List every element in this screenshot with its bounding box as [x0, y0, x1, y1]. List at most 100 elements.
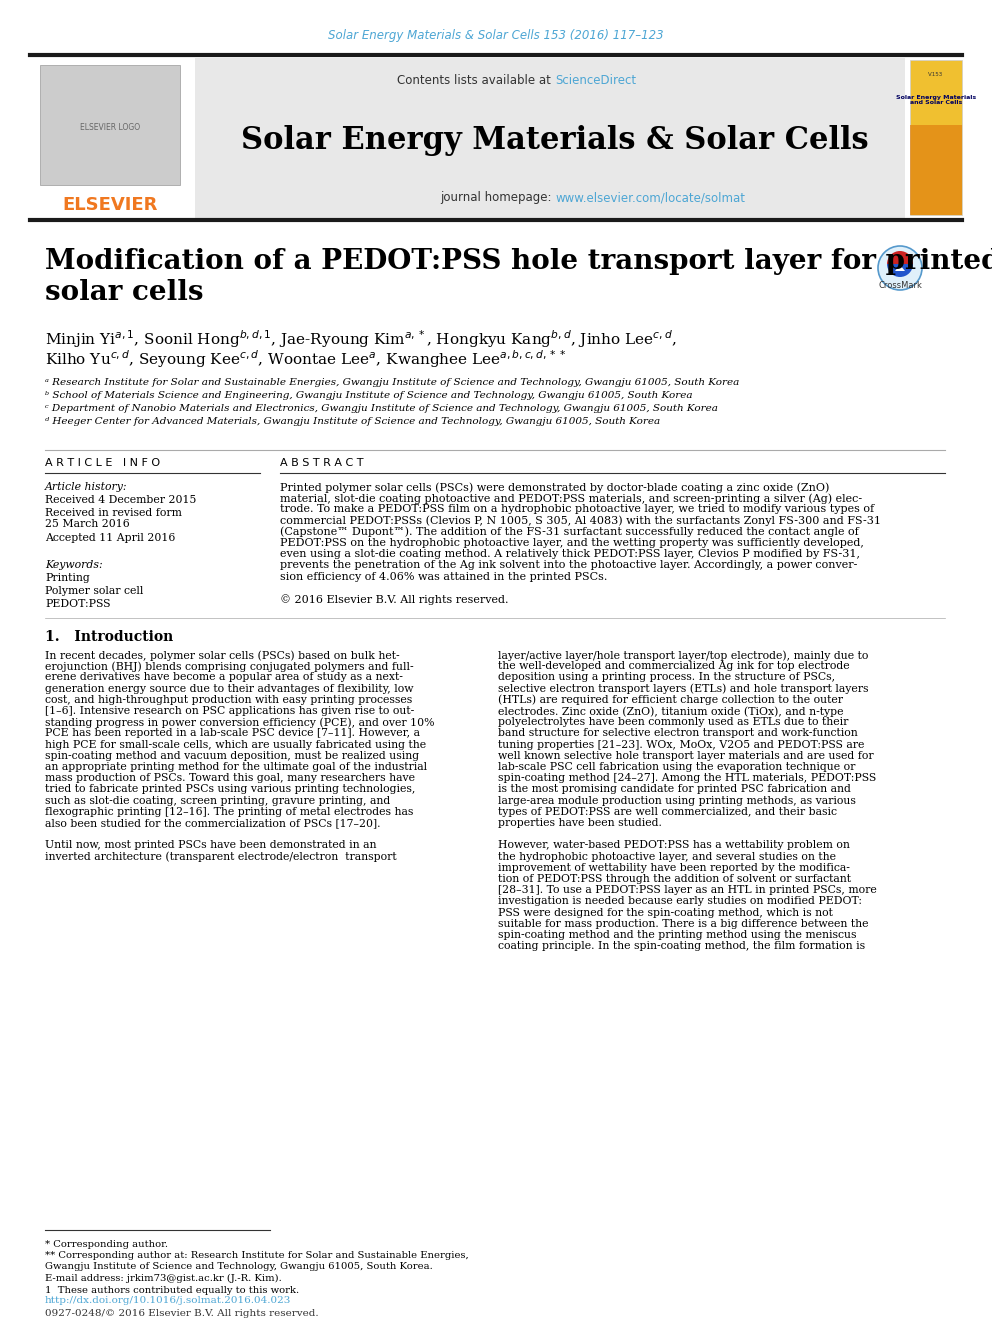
Text: (Capstone™ Dupont™). The addition of the FS-31 surfactant successfully reduced t: (Capstone™ Dupont™). The addition of the… [280, 527, 859, 537]
Bar [910, 124, 962, 216]
Text: commercial PEDOT:PSSs (Clevios P, N 1005, S 305, Al 4083) with the surfactants Z: commercial PEDOT:PSSs (Clevios P, N 1005… [280, 516, 881, 527]
Text: PSS were designed for the spin-coating method, which is not: PSS were designed for the spin-coating m… [498, 908, 833, 918]
Text: Contents lists available at: Contents lists available at [398, 74, 555, 86]
Text: generation energy source due to their advantages of flexibility, low: generation energy source due to their ad… [45, 684, 414, 693]
Text: lab-scale PSC cell fabrication using the evaporation technique or: lab-scale PSC cell fabrication using the… [498, 762, 855, 773]
Text: cost, and high-throughput production with easy printing processes: cost, and high-throughput production wit… [45, 695, 413, 705]
Wedge shape [887, 251, 913, 265]
Text: such as slot-die coating, screen printing, gravure printing, and: such as slot-die coating, screen printin… [45, 795, 390, 806]
Text: Minjin Yi$^{a,1}$, Soonil Hong$^{b,d,1}$, Jae-Ryoung Kim$^{a,*}$, Hongkyu Kang$^: Minjin Yi$^{a,1}$, Soonil Hong$^{b,d,1}$… [45, 328, 677, 349]
Text: 25 March 2016: 25 March 2016 [45, 519, 130, 529]
Text: types of PEDOT:PSS are well commercialized, and their basic: types of PEDOT:PSS are well commercializ… [498, 807, 837, 816]
Text: [28–31]. To use a PEDOT:PSS layer as an HTL in printed PSCs, more: [28–31]. To use a PEDOT:PSS layer as an … [498, 885, 877, 896]
Text: ᵇ School of Materials Science and Engineering, Gwangju Institute of Science and : ᵇ School of Materials Science and Engine… [45, 392, 692, 400]
Text: also been studied for the commercialization of PSCs [17–20].: also been studied for the commercializat… [45, 818, 381, 828]
Text: the well-developed and commercialized Ag ink for top electrode: the well-developed and commercialized Ag… [498, 662, 849, 671]
Text: tried to fabricate printed PSCs using various printing technologies,: tried to fabricate printed PSCs using va… [45, 785, 416, 794]
Text: polyelectrolytes have been commonly used as ETLs due to their: polyelectrolytes have been commonly used… [498, 717, 848, 728]
Text: erene derivatives have become a popular area of study as a next-: erene derivatives have become a popular … [45, 672, 403, 683]
Text: http://dx.doi.org/10.1016/j.solmat.2016.04.023: http://dx.doi.org/10.1016/j.solmat.2016.… [45, 1297, 292, 1304]
Text: investigation is needed because early studies on modified PEDOT:: investigation is needed because early st… [498, 897, 862, 906]
Text: ᵈ Heeger Center for Advanced Materials, Gwangju Institute of Science and Technol: ᵈ Heeger Center for Advanced Materials, … [45, 417, 660, 426]
Text: However, water-based PEDOT:PSS has a wettability problem on: However, water-based PEDOT:PSS has a wet… [498, 840, 850, 851]
Text: ᵃ Research Institute for Solar and Sustainable Energies, Gwangju Institute of Sc: ᵃ Research Institute for Solar and Susta… [45, 378, 739, 388]
Text: A B S T R A C T: A B S T R A C T [280, 458, 363, 468]
Polygon shape [895, 265, 905, 271]
Bar [910, 60, 962, 216]
Text: PEDOT:PSS on the hydrophobic photoactive layer, and the wetting property was suf: PEDOT:PSS on the hydrophobic photoactive… [280, 538, 864, 548]
Text: coating principle. In the spin-coating method, the film formation is: coating principle. In the spin-coating m… [498, 941, 865, 951]
Text: Solar Energy Materials & Solar Cells 153 (2016) 117–123: Solar Energy Materials & Solar Cells 153… [328, 29, 664, 41]
Text: erojunction (BHJ) blends comprising conjugated polymers and full-: erojunction (BHJ) blends comprising conj… [45, 662, 414, 672]
Text: 1  These authors contributed equally to this work.: 1 These authors contributed equally to t… [45, 1286, 300, 1295]
Text: large-area module production using printing methods, as various: large-area module production using print… [498, 795, 856, 806]
Wedge shape [887, 265, 913, 277]
Text: electrodes. Zinc oxide (ZnO), titanium oxide (TiOx), and n-type: electrodes. Zinc oxide (ZnO), titanium o… [498, 706, 843, 717]
Text: Received 4 December 2015: Received 4 December 2015 [45, 495, 196, 505]
Text: 1.   Introduction: 1. Introduction [45, 630, 174, 644]
Text: Polymer solar cell: Polymer solar cell [45, 586, 144, 595]
Text: Article history:: Article history: [45, 482, 128, 492]
Text: the hydrophobic photoactive layer, and several studies on the: the hydrophobic photoactive layer, and s… [498, 852, 836, 861]
Text: standing progress in power conversion efficiency (PCE), and over 10%: standing progress in power conversion ef… [45, 717, 434, 728]
Text: prevents the penetration of the Ag ink solvent into the photoactive layer. Accor: prevents the penetration of the Ag ink s… [280, 561, 857, 570]
Text: ELSEVIER LOGO: ELSEVIER LOGO [80, 123, 140, 132]
Bar [195, 58, 905, 220]
Text: Printing: Printing [45, 573, 89, 583]
Text: improvement of wettability have been reported by the modifica-: improvement of wettability have been rep… [498, 863, 850, 873]
Text: suitable for mass production. There is a big difference between the: suitable for mass production. There is a… [498, 918, 869, 929]
Text: A R T I C L E   I N F O: A R T I C L E I N F O [45, 458, 160, 468]
Text: PEDOT:PSS: PEDOT:PSS [45, 599, 110, 609]
Text: Solar Energy Materials & Solar Cells: Solar Energy Materials & Solar Cells [241, 124, 869, 156]
Text: high PCE for small-scale cells, which are usually fabricated using the: high PCE for small-scale cells, which ar… [45, 740, 427, 750]
Text: sion efficiency of 4.06% was attained in the printed PSCs.: sion efficiency of 4.06% was attained in… [280, 572, 607, 582]
Text: layer/active layer/hole transport layer/top electrode), mainly due to: layer/active layer/hole transport layer/… [498, 650, 868, 660]
Text: spin-coating method and vacuum deposition, must be realized using: spin-coating method and vacuum depositio… [45, 750, 420, 761]
Text: mass production of PSCs. Toward this goal, many researchers have: mass production of PSCs. Toward this goa… [45, 773, 415, 783]
Text: Until now, most printed PSCs have been demonstrated in an: Until now, most printed PSCs have been d… [45, 840, 377, 851]
Text: material, slot-die coating photoactive and PEDOT:PSS materials, and screen-print: material, slot-die coating photoactive a… [280, 493, 862, 504]
Circle shape [878, 246, 922, 290]
Text: Modification of a PEDOT:PSS hole transport layer for printed polymer
solar cells: Modification of a PEDOT:PSS hole transpo… [45, 247, 992, 306]
Text: Printed polymer solar cells (PSCs) were demonstrated by doctor-blade coating a z: Printed polymer solar cells (PSCs) were … [280, 482, 829, 492]
Text: spin-coating method and the printing method using the meniscus: spin-coating method and the printing met… [498, 930, 856, 941]
Text: Keywords:: Keywords: [45, 560, 102, 570]
Text: © 2016 Elsevier B.V. All rights reserved.: © 2016 Elsevier B.V. All rights reserved… [280, 594, 509, 605]
Text: ** Corresponding author at: Research Institute for Solar and Sustainable Energie: ** Corresponding author at: Research Ins… [45, 1252, 469, 1259]
Text: In recent decades, polymer solar cells (PSCs) based on bulk het-: In recent decades, polymer solar cells (… [45, 650, 400, 660]
Text: flexographic printing [12–16]. The printing of metal electrodes has: flexographic printing [12–16]. The print… [45, 807, 414, 816]
Text: E-mail address: jrkim73@gist.ac.kr (J.-R. Kim).: E-mail address: jrkim73@gist.ac.kr (J.-R… [45, 1274, 282, 1283]
Text: well known selective hole transport layer materials and are used for: well known selective hole transport laye… [498, 750, 874, 761]
Text: properties have been studied.: properties have been studied. [498, 818, 662, 828]
Text: Received in revised form: Received in revised form [45, 508, 182, 519]
Text: ELSEVIER: ELSEVIER [62, 196, 158, 214]
Text: spin-coating method [24–27]. Among the HTL materials, PEDOT:PSS: spin-coating method [24–27]. Among the H… [498, 773, 876, 783]
Text: selective electron transport layers (ETLs) and hole transport layers: selective electron transport layers (ETL… [498, 684, 869, 695]
Text: 0927-0248/© 2016 Elsevier B.V. All rights reserved.: 0927-0248/© 2016 Elsevier B.V. All right… [45, 1308, 318, 1318]
Text: band structure for selective electron transport and work-function: band structure for selective electron tr… [498, 729, 858, 738]
Text: an appropriate printing method for the ultimate goal of the industrial: an appropriate printing method for the u… [45, 762, 428, 773]
Text: inverted architecture (transparent electrode/electron  transport: inverted architecture (transparent elect… [45, 852, 397, 863]
Text: V.153: V.153 [929, 73, 943, 78]
Text: PCE has been reported in a lab-scale PSC device [7–11]. However, a: PCE has been reported in a lab-scale PSC… [45, 729, 420, 738]
Text: tion of PEDOT:PSS through the addition of solvent or surfactant: tion of PEDOT:PSS through the addition o… [498, 875, 851, 884]
Text: even using a slot-die coating method. A relatively thick PEDOT:PSS layer, Clevio: even using a slot-die coating method. A … [280, 549, 860, 560]
Text: Kilho Yu$^{c,d}$, Seyoung Kee$^{c,d}$, Woontae Lee$^{a}$, Kwanghee Lee$^{a,b,c,d: Kilho Yu$^{c,d}$, Seyoung Kee$^{c,d}$, W… [45, 348, 566, 369]
Bar [40, 65, 180, 185]
Text: ScienceDirect: ScienceDirect [555, 74, 636, 86]
Text: CrossMark: CrossMark [878, 280, 922, 290]
Text: ᶜ Department of Nanobio Materials and Electronics, Gwangju Institute of Science : ᶜ Department of Nanobio Materials and El… [45, 404, 718, 413]
Text: Solar Energy Materials
and Solar Cells: Solar Energy Materials and Solar Cells [896, 95, 976, 106]
Text: Gwangju Institute of Science and Technology, Gwangju 61005, South Korea.: Gwangju Institute of Science and Technol… [45, 1262, 433, 1271]
Text: deposition using a printing process. In the structure of PSCs,: deposition using a printing process. In … [498, 672, 835, 683]
Bar [30, 58, 195, 220]
Text: tuning properties [21–23]. WOx, MoOx, V2O5 and PEDOT:PSS are: tuning properties [21–23]. WOx, MoOx, V2… [498, 740, 864, 750]
Text: * Corresponding author.: * Corresponding author. [45, 1240, 168, 1249]
Text: journal homepage:: journal homepage: [439, 192, 555, 205]
Text: www.elsevier.com/locate/solmat: www.elsevier.com/locate/solmat [555, 192, 745, 205]
Text: (HTLs) are required for efficient charge collection to the outer: (HTLs) are required for efficient charge… [498, 695, 843, 705]
Text: trode. To make a PEDOT:PSS film on a hydrophobic photoactive layer, we tried to : trode. To make a PEDOT:PSS film on a hyd… [280, 504, 874, 515]
Text: is the most promising candidate for printed PSC fabrication and: is the most promising candidate for prin… [498, 785, 851, 794]
Text: Accepted 11 April 2016: Accepted 11 April 2016 [45, 533, 176, 542]
Text: [1–6]. Intensive research on PSC applications has given rise to out-: [1–6]. Intensive research on PSC applica… [45, 706, 415, 716]
